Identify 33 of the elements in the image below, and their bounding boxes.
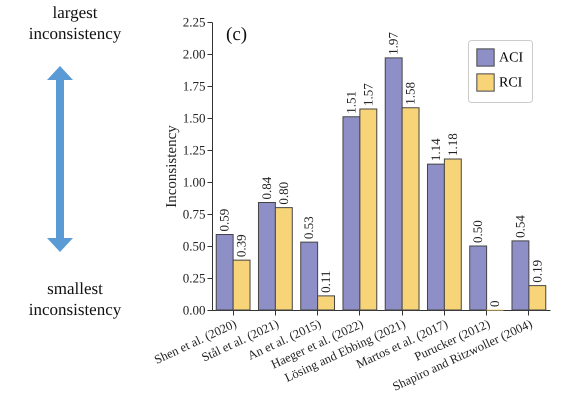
- data-label: 0.84: [258, 176, 274, 200]
- y-tick-label: 0.75: [182, 206, 206, 222]
- data-label: 0.54: [512, 214, 528, 238]
- data-label: 0.50: [470, 220, 486, 243]
- data-label: 1.58: [402, 82, 418, 105]
- y-tick-label: 1.25: [182, 142, 206, 158]
- y-tick-label: 1.75: [182, 78, 206, 94]
- data-label: 1.51: [343, 90, 358, 114]
- data-label: 0.19: [529, 260, 544, 283]
- data-label: 0.11: [318, 270, 334, 293]
- y-tick-label: 2.00: [182, 46, 206, 62]
- data-label: 0.39: [234, 234, 249, 258]
- y-tick-label: 1.00: [182, 174, 206, 190]
- data-label: 1.18: [444, 133, 460, 156]
- y-tick-label: 0.25: [182, 270, 206, 286]
- data-label: 0.53: [301, 216, 316, 240]
- data-label: 0.59: [216, 208, 232, 232]
- text: largest inconsistency: [28, 2, 122, 44]
- data-label: 1.14: [428, 138, 443, 162]
- data-label: 0: [487, 300, 502, 307]
- data-label: 1.57: [360, 82, 376, 106]
- bar: [469, 246, 488, 310]
- legend-label: ACI: [499, 50, 524, 66]
- annotation: (c): [226, 24, 248, 45]
- y-tick-label: 0.00: [182, 302, 206, 318]
- data-label: 0.80: [276, 182, 291, 205]
- data-label: 1.97: [386, 32, 401, 55]
- y-tick-label: 1.50: [182, 110, 206, 126]
- y-tick-label: 0.50: [182, 238, 206, 254]
- y-tick-label: 2.25: [182, 14, 206, 30]
- y-axis-title: Inconsistency: [164, 124, 180, 208]
- legend-label: RCI: [499, 76, 523, 90]
- text: smallest inconsistency: [28, 278, 122, 320]
